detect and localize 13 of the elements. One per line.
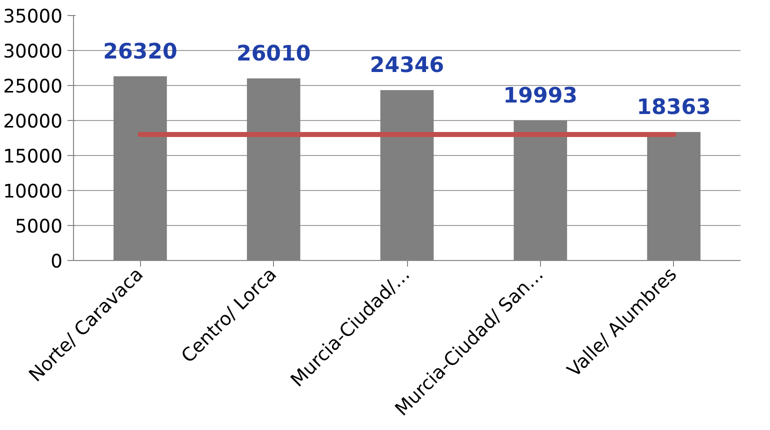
y-tick-label: 25000: [3, 76, 63, 98]
y-tick-label: 10000: [3, 182, 63, 202]
y-tick-label: 15000: [3, 146, 63, 168]
data-label: 18363: [636, 94, 711, 120]
y-tick-label: 5000: [15, 216, 63, 238]
y-tick-label: 0: [50, 252, 63, 272]
data-label: 26320: [103, 39, 178, 64]
data-label: 24346: [370, 53, 444, 78]
y-tick-label: 30000: [3, 42, 63, 62]
data-label: 19993: [503, 84, 578, 109]
data-label: 26010: [236, 41, 311, 66]
y-tick-label: 35000: [3, 6, 63, 28]
y-tick-label: 20000: [3, 112, 63, 132]
